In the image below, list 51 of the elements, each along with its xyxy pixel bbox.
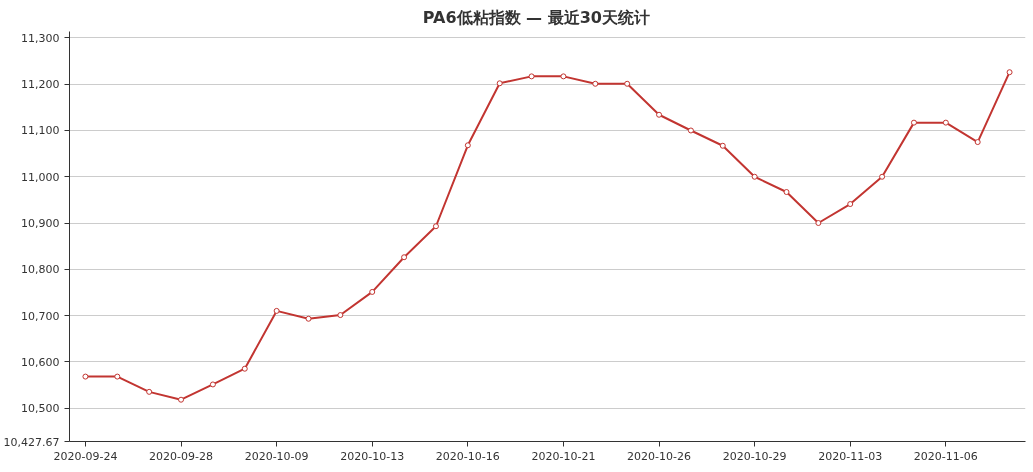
point bbox=[432, 223, 439, 230]
point bbox=[273, 307, 280, 314]
x-tick-label: 2020-10-13 bbox=[340, 449, 405, 463]
point bbox=[178, 396, 185, 403]
point bbox=[464, 142, 471, 149]
point bbox=[1006, 69, 1013, 76]
point bbox=[815, 220, 822, 226]
x-tick-label: 2020-11-06 bbox=[913, 449, 978, 463]
point bbox=[209, 381, 216, 388]
point bbox=[401, 254, 408, 261]
chart-title: PA6低粘指数 — 最近30天统计 bbox=[422, 7, 650, 27]
point bbox=[879, 173, 886, 180]
point bbox=[560, 73, 567, 80]
point bbox=[656, 111, 663, 118]
y-tick-label: 10,500 bbox=[21, 402, 60, 416]
y-tick-label: 10,600 bbox=[21, 355, 60, 369]
point bbox=[114, 373, 121, 380]
y-tick-label: 10,700 bbox=[21, 309, 60, 323]
x-tick-label: 2020-10-16 bbox=[435, 449, 500, 463]
x-tick-label: 2020-11-03 bbox=[818, 449, 883, 463]
y-tick-label: 11,100 bbox=[21, 124, 60, 138]
point bbox=[528, 73, 535, 80]
point bbox=[82, 373, 89, 380]
y-tick-label: 10,427.67 bbox=[3, 435, 60, 449]
y-tick-label: 11,300 bbox=[21, 31, 60, 45]
point bbox=[719, 142, 726, 149]
x-tick-label: 2020-09-24 bbox=[53, 449, 118, 463]
point bbox=[910, 119, 917, 126]
point bbox=[146, 388, 153, 395]
x-tick-label: 2020-10-26 bbox=[627, 449, 692, 463]
x-tick-label: 2020-10-09 bbox=[244, 449, 309, 463]
point bbox=[241, 365, 248, 372]
point bbox=[751, 173, 758, 180]
y-tick-label: 11,200 bbox=[21, 78, 60, 92]
point bbox=[687, 127, 694, 134]
y-tick-label: 11,000 bbox=[21, 170, 60, 184]
x-tick-label: 2020-09-28 bbox=[149, 449, 214, 463]
point bbox=[942, 119, 949, 126]
x-tick-label: 2020-10-21 bbox=[531, 449, 596, 463]
point bbox=[783, 189, 790, 196]
point bbox=[624, 80, 631, 87]
point bbox=[369, 288, 376, 295]
x-tick-label: 2020-10-29 bbox=[722, 449, 787, 463]
y-tick-label: 10,800 bbox=[21, 263, 60, 277]
point bbox=[305, 315, 312, 322]
y-tick-label: 10,900 bbox=[21, 217, 60, 231]
point bbox=[592, 80, 599, 87]
point bbox=[337, 312, 344, 319]
point bbox=[496, 80, 503, 87]
point bbox=[847, 201, 854, 208]
point bbox=[974, 139, 981, 146]
